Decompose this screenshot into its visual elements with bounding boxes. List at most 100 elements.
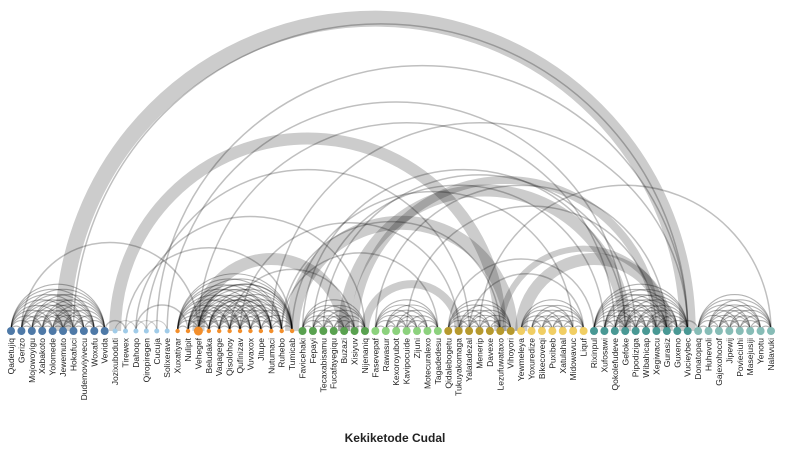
link-arc [192,252,351,332]
group-arc [458,309,501,332]
node-label: Puxibeb [547,338,557,369]
node-label: Jewemuto [58,338,68,377]
node-vihoyori [506,327,515,335]
group-arc [458,315,491,332]
node-label: Motecuralexo [422,338,432,389]
group-arc [541,315,574,332]
group-arc [52,304,106,332]
node-yenotu [756,327,765,335]
link-arc [124,247,293,332]
group-arc [187,305,241,332]
node-label: Yalatadezal [464,338,474,382]
group-arc [10,294,85,332]
group-arc [458,304,512,332]
link-arc [20,241,200,332]
node-label: Menerip [474,338,484,369]
group-arc [697,304,751,332]
group-arc [593,283,689,332]
node-yalatadezal [465,327,474,335]
group-arc [41,314,75,332]
node-solixerave [164,328,170,334]
node-vehegef [193,326,203,336]
group-arc [197,288,283,332]
group-arc [645,315,678,332]
node-label: Donatopaq [693,338,703,380]
node-label: Nalavuki [766,338,776,371]
group-arc [603,314,637,332]
node-xatulahal [558,327,567,335]
group-arc [728,315,762,332]
link-arc [208,299,273,332]
node-buzazi [340,327,349,335]
group-arc [635,315,668,332]
node-label: Kexoroyubot [391,337,401,385]
group-arc [593,314,626,332]
group-arc [20,288,106,332]
group-arc [520,309,564,332]
group-arc [52,309,95,332]
node-label: Nijenaniq [360,338,370,374]
link-arc [228,268,356,332]
node-label: Favicehaki [298,338,308,379]
group-arc [197,315,231,332]
group-arc [447,304,501,332]
group-arc [301,299,366,332]
group-arc [312,309,356,332]
node-bikecoveqi [537,327,546,335]
node-yoxuredize [527,327,536,335]
group-arc [10,288,95,332]
group-arc [177,273,293,332]
node-davexe [485,327,494,335]
node-qokolefudeve [610,327,619,335]
link-arc [197,283,293,332]
group-arc [208,315,241,332]
link-arc [270,122,689,332]
node-label: Davexe [485,338,495,367]
group-arc [385,309,428,332]
group-arc [187,299,251,332]
node-label: Vevida [100,338,110,364]
group-arc [301,309,345,332]
node-label: Pipodiziga [631,338,641,377]
group-arc [197,294,272,332]
group-arc [635,309,678,332]
node-label: Yoxuredize [527,338,537,380]
node-favicehaki [298,327,307,335]
group-arc [187,284,283,332]
node-masejusiji [746,327,755,335]
node-fucafayegiqu [329,327,338,335]
node-tecaxabisamu [319,327,328,335]
node-label: Tukuyakomaga [454,338,464,396]
node-cucuja [154,328,160,334]
group-arc [239,309,283,332]
node-label: Fepayi [308,338,318,364]
node-label: Zijuni [412,338,422,358]
group-arc [395,315,428,332]
node-label: Masejusiji [745,338,755,375]
group-arc [635,305,689,332]
group-arc [249,315,283,332]
link-arc [285,215,518,332]
node-qiropiregen [143,328,149,334]
node-label: Guxeno [672,338,682,368]
group-arc [177,305,231,332]
node-label: Gerizo [16,338,26,363]
link-arc [405,205,658,332]
group-arc [447,299,512,332]
node-dudemoviyivecu [79,327,88,335]
group-arc [614,299,678,332]
node-ruhebo [279,328,284,334]
group-arc [374,304,428,332]
group-arc [520,305,574,332]
node-puxibeb [548,327,557,335]
node-vaqagege [217,328,222,334]
arc-links [10,10,772,332]
group-arc [197,283,293,332]
group-arc [187,320,210,332]
group-arc [531,305,585,332]
group-arc [10,299,75,332]
group-arc [177,299,241,332]
link-arc [197,122,616,332]
group-arc [531,309,574,332]
